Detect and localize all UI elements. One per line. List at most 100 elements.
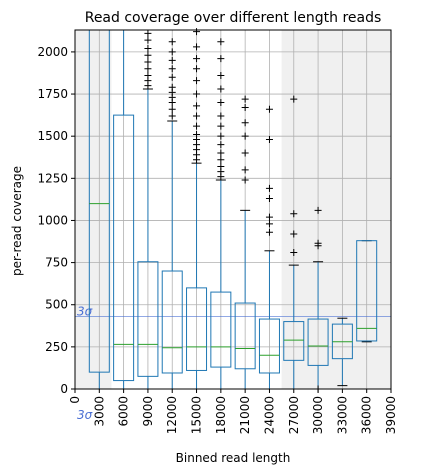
- x-tick-label: 12000: [165, 396, 179, 434]
- y-tick-label: 250: [45, 340, 68, 354]
- y-tick-label: 750: [45, 256, 68, 270]
- x-tick-label: 6000: [117, 396, 131, 427]
- outlier-point: [193, 65, 201, 73]
- outlier-point: [241, 132, 249, 140]
- outlier-point: [290, 230, 298, 238]
- box: [356, 240, 378, 342]
- box: [161, 270, 183, 374]
- shaded-region: [75, 30, 112, 389]
- box: [283, 321, 305, 361]
- x-tick-label: 27000: [287, 396, 301, 434]
- outlier-point: [265, 184, 273, 192]
- outlier-point: [217, 38, 225, 46]
- box: [186, 287, 208, 371]
- outlier-point: [217, 98, 225, 106]
- x-axis-title: Binned read length: [176, 451, 291, 465]
- outlier-point: [144, 65, 152, 73]
- outlier-point: [193, 77, 201, 85]
- outlier-point: [193, 90, 201, 98]
- outlier-point: [168, 48, 176, 56]
- outlier-point: [265, 220, 273, 228]
- outlier-point: [193, 130, 201, 138]
- outlier-point: [217, 163, 225, 171]
- outlier-point: [290, 95, 298, 103]
- y-tick-label: 1250: [37, 171, 68, 185]
- y-axis-title: per-read coverage: [10, 166, 24, 276]
- outlier-point: [168, 38, 176, 46]
- outlier-point: [217, 55, 225, 63]
- x-tick-label: 39000: [384, 396, 398, 434]
- x-tick-label: 24000: [262, 396, 276, 434]
- outlier-point: [193, 55, 201, 63]
- outlier-point: [217, 122, 225, 130]
- x-tick-label: 18000: [214, 396, 228, 434]
- chart-title: Read coverage over different length read…: [85, 10, 382, 26]
- outlier-point: [168, 56, 176, 64]
- outlier-point: [241, 176, 249, 184]
- outlier-point: [241, 166, 249, 174]
- outlier-point: [144, 29, 152, 37]
- box: [113, 114, 135, 382]
- y-tick-label: 1000: [37, 213, 68, 227]
- plot-area: 3σ 3σ 0 250 500 750 1000 1250 1500 1750 2000 0 3000 6…: [37, 28, 398, 434]
- box: [210, 291, 232, 368]
- outlier-point: [168, 105, 176, 113]
- y-tick-label: 0: [60, 382, 68, 396]
- outlier-point: [193, 28, 201, 36]
- outlier-point: [241, 104, 249, 112]
- outlier-point: [144, 51, 152, 59]
- x-tick-label: 3000: [92, 396, 106, 427]
- shaded-region: [281, 30, 391, 389]
- outlier-point: [217, 72, 225, 80]
- x-tick-label: 0: [68, 396, 82, 404]
- outlier-point: [168, 83, 176, 91]
- outlier-point: [193, 43, 201, 51]
- y-tick-label: 1500: [37, 129, 68, 143]
- outlier-point: [241, 149, 249, 157]
- outlier-point: [193, 122, 201, 130]
- x-tick-label: 21000: [238, 396, 252, 434]
- outlier-point: [144, 58, 152, 66]
- x-tick-label: 15000: [190, 396, 204, 434]
- outlier-point: [314, 206, 322, 214]
- outlier-point: [290, 210, 298, 218]
- outlier-point: [265, 136, 273, 144]
- sigma-label: 3σ: [77, 305, 93, 319]
- outlier-point: [290, 248, 298, 256]
- plot-frame: [74, 29, 392, 390]
- outlier-point: [265, 228, 273, 236]
- x-tick-label: 33000: [335, 396, 349, 434]
- y-tick-label: 2000: [37, 45, 68, 59]
- outlier-point: [144, 45, 152, 53]
- box: [234, 302, 256, 370]
- x-tick-label: 36000: [360, 396, 374, 434]
- y-tick-label: 1750: [37, 87, 68, 101]
- outlier-point: [265, 213, 273, 221]
- outlier-point: [241, 119, 249, 127]
- outlier-point: [217, 149, 225, 157]
- x-tick-label: 9000: [141, 396, 155, 427]
- outlier-point: [168, 73, 176, 81]
- box: [258, 318, 280, 374]
- outlier-point: [265, 105, 273, 113]
- outlier-point: [168, 65, 176, 73]
- sigma-label: 3σ: [77, 408, 93, 422]
- box: [307, 318, 329, 366]
- y-tick-label: 500: [45, 298, 68, 312]
- outlier-point: [217, 112, 225, 120]
- box: [137, 261, 159, 377]
- outlier-point: [217, 85, 225, 93]
- outlier-point: [265, 195, 273, 203]
- outlier-point: [144, 36, 152, 44]
- x-tick-label: 30000: [311, 396, 325, 434]
- outlier-point: [193, 102, 201, 110]
- outlier-point: [217, 132, 225, 140]
- outlier-point: [168, 112, 176, 120]
- outlier-point: [193, 112, 201, 120]
- outlier-point: [241, 95, 249, 103]
- outlier-point: [314, 239, 322, 247]
- outlier-point: [217, 141, 225, 149]
- outlier-point: [217, 156, 225, 164]
- outlier-point: [144, 72, 152, 80]
